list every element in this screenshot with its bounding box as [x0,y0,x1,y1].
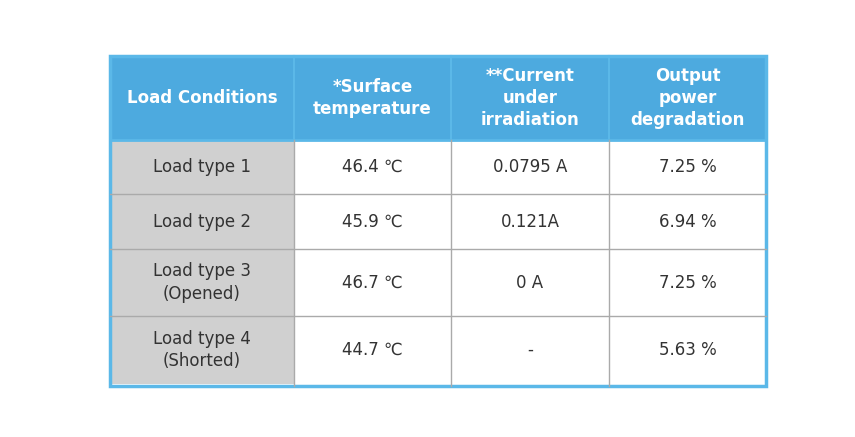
Text: Load type 1: Load type 1 [153,158,251,176]
Text: -: - [527,341,533,359]
Text: 45.9 ℃: 45.9 ℃ [342,212,403,230]
Bar [294,56,451,140]
Bar [110,56,294,140]
Text: Load Conditions: Load Conditions [127,89,277,107]
Bar [451,140,609,194]
Bar [609,140,766,194]
Bar [609,316,766,384]
Bar [294,194,451,249]
Text: 0.0795 A: 0.0795 A [492,158,567,176]
Text: 6.94 %: 6.94 % [658,212,716,230]
Bar [294,316,451,384]
Text: **Current
under
irradiation: **Current under irradiation [481,67,580,129]
Bar [609,249,766,316]
Bar [294,249,451,316]
Bar [110,194,294,249]
Bar [110,316,294,384]
Text: *Surface
temperature: *Surface temperature [313,78,432,118]
Text: Load type 3
(Opened): Load type 3 (Opened) [153,262,251,302]
Bar [294,140,451,194]
Text: 0 A: 0 A [516,274,544,291]
Text: 7.25 %: 7.25 % [658,158,716,176]
Bar [609,194,766,249]
Bar [110,140,294,194]
Text: Load type 2: Load type 2 [153,212,251,230]
Bar [609,56,766,140]
Text: Output
power
degradation: Output power degradation [630,67,745,129]
Bar [451,249,609,316]
Text: 46.4 ℃: 46.4 ℃ [342,158,403,176]
Text: 44.7 ℃: 44.7 ℃ [342,341,403,359]
Text: 5.63 %: 5.63 % [658,341,716,359]
Text: 46.7 ℃: 46.7 ℃ [342,274,403,291]
Bar [110,249,294,316]
Text: Load type 4
(Shorted): Load type 4 (Shorted) [153,330,251,370]
Text: 0.121A: 0.121A [500,212,559,230]
Text: 7.25 %: 7.25 % [658,274,716,291]
Bar [451,56,609,140]
Bar [451,316,609,384]
Bar [451,194,609,249]
